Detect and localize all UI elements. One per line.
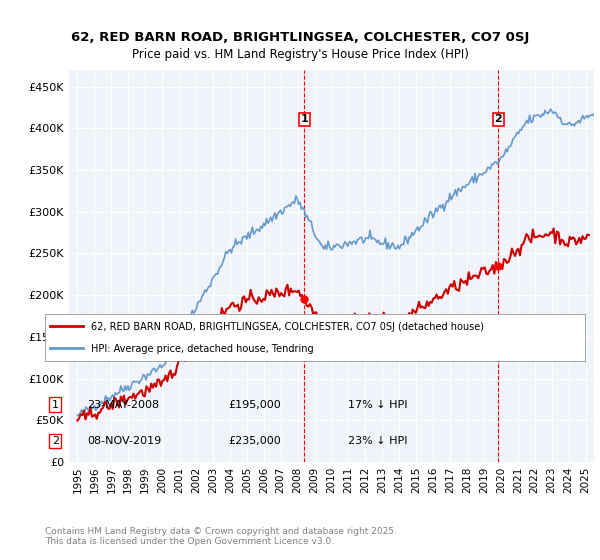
Text: 1: 1 [301,114,308,124]
Text: Contains HM Land Registry data © Crown copyright and database right 2025.
This d: Contains HM Land Registry data © Crown c… [45,526,397,546]
Text: 08-NOV-2019: 08-NOV-2019 [87,436,161,446]
Text: 2: 2 [52,436,59,446]
Text: 17% ↓ HPI: 17% ↓ HPI [348,400,407,409]
Text: HPI: Average price, detached house, Tendring: HPI: Average price, detached house, Tend… [91,344,314,354]
Text: 62, RED BARN ROAD, BRIGHTLINGSEA, COLCHESTER, CO7 0SJ: 62, RED BARN ROAD, BRIGHTLINGSEA, COLCHE… [71,31,529,44]
Text: £235,000: £235,000 [228,436,281,446]
Text: 23% ↓ HPI: 23% ↓ HPI [348,436,407,446]
Text: £195,000: £195,000 [228,400,281,409]
Text: Price paid vs. HM Land Registry's House Price Index (HPI): Price paid vs. HM Land Registry's House … [131,48,469,60]
Text: 23-MAY-2008: 23-MAY-2008 [87,400,159,409]
Text: 62, RED BARN ROAD, BRIGHTLINGSEA, COLCHESTER, CO7 0SJ (detached house): 62, RED BARN ROAD, BRIGHTLINGSEA, COLCHE… [91,322,484,332]
Text: 1: 1 [52,400,59,409]
Text: 2: 2 [494,114,502,124]
